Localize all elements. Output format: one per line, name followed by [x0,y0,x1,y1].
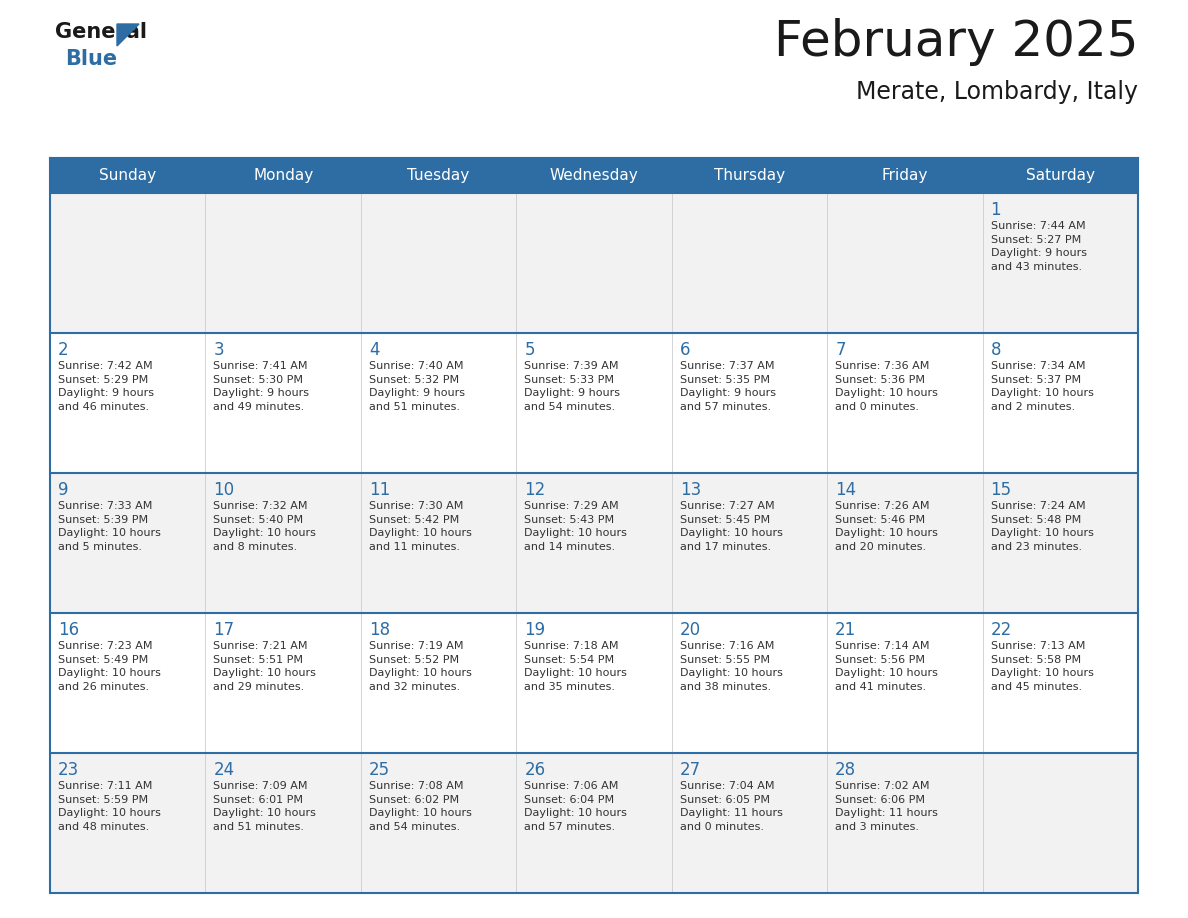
Text: Sunrise: 7:02 AM
Sunset: 6:06 PM
Daylight: 11 hours
and 3 minutes.: Sunrise: 7:02 AM Sunset: 6:06 PM Dayligh… [835,781,939,832]
Text: Sunrise: 7:36 AM
Sunset: 5:36 PM
Daylight: 10 hours
and 0 minutes.: Sunrise: 7:36 AM Sunset: 5:36 PM Dayligh… [835,361,939,412]
Text: Sunrise: 7:19 AM
Sunset: 5:52 PM
Daylight: 10 hours
and 32 minutes.: Sunrise: 7:19 AM Sunset: 5:52 PM Dayligh… [368,641,472,692]
Text: February 2025: February 2025 [773,18,1138,66]
Text: General: General [55,22,147,42]
Text: Sunrise: 7:16 AM
Sunset: 5:55 PM
Daylight: 10 hours
and 38 minutes.: Sunrise: 7:16 AM Sunset: 5:55 PM Dayligh… [680,641,783,692]
Text: Monday: Monday [253,168,314,183]
Text: 3: 3 [214,341,225,359]
Text: 11: 11 [368,481,390,499]
Text: 9: 9 [58,481,69,499]
Bar [50,333,1138,473]
Polygon shape [116,24,139,46]
Text: 27: 27 [680,761,701,779]
Text: Sunrise: 7:40 AM
Sunset: 5:32 PM
Daylight: 9 hours
and 51 minutes.: Sunrise: 7:40 AM Sunset: 5:32 PM Dayligh… [368,361,465,412]
Text: Sunrise: 7:26 AM
Sunset: 5:46 PM
Daylight: 10 hours
and 20 minutes.: Sunrise: 7:26 AM Sunset: 5:46 PM Dayligh… [835,501,939,552]
Text: 5: 5 [524,341,535,359]
Text: Sunrise: 7:11 AM
Sunset: 5:59 PM
Daylight: 10 hours
and 48 minutes.: Sunrise: 7:11 AM Sunset: 5:59 PM Dayligh… [58,781,160,832]
Text: Sunrise: 7:24 AM
Sunset: 5:48 PM
Daylight: 10 hours
and 23 minutes.: Sunrise: 7:24 AM Sunset: 5:48 PM Dayligh… [991,501,1093,552]
Text: Sunrise: 7:39 AM
Sunset: 5:33 PM
Daylight: 9 hours
and 54 minutes.: Sunrise: 7:39 AM Sunset: 5:33 PM Dayligh… [524,361,620,412]
Text: 12: 12 [524,481,545,499]
Text: Merate, Lombardy, Italy: Merate, Lombardy, Italy [857,80,1138,104]
Text: Sunrise: 7:42 AM
Sunset: 5:29 PM
Daylight: 9 hours
and 46 minutes.: Sunrise: 7:42 AM Sunset: 5:29 PM Dayligh… [58,361,154,412]
Text: Sunrise: 7:29 AM
Sunset: 5:43 PM
Daylight: 10 hours
and 14 minutes.: Sunrise: 7:29 AM Sunset: 5:43 PM Dayligh… [524,501,627,552]
Text: Blue: Blue [65,49,118,69]
Text: Sunrise: 7:34 AM
Sunset: 5:37 PM
Daylight: 10 hours
and 2 minutes.: Sunrise: 7:34 AM Sunset: 5:37 PM Dayligh… [991,361,1093,412]
Text: Sunrise: 7:33 AM
Sunset: 5:39 PM
Daylight: 10 hours
and 5 minutes.: Sunrise: 7:33 AM Sunset: 5:39 PM Dayligh… [58,501,160,552]
Text: 17: 17 [214,621,234,639]
Text: Sunrise: 7:30 AM
Sunset: 5:42 PM
Daylight: 10 hours
and 11 minutes.: Sunrise: 7:30 AM Sunset: 5:42 PM Dayligh… [368,501,472,552]
Text: Friday: Friday [881,168,928,183]
Text: 10: 10 [214,481,234,499]
Text: 13: 13 [680,481,701,499]
Text: 15: 15 [991,481,1012,499]
Bar [50,158,1138,193]
Text: 14: 14 [835,481,857,499]
Text: 25: 25 [368,761,390,779]
Bar [50,193,1138,333]
Text: Wednesday: Wednesday [550,168,638,183]
Text: Sunrise: 7:37 AM
Sunset: 5:35 PM
Daylight: 9 hours
and 57 minutes.: Sunrise: 7:37 AM Sunset: 5:35 PM Dayligh… [680,361,776,412]
Text: Sunrise: 7:04 AM
Sunset: 6:05 PM
Daylight: 11 hours
and 0 minutes.: Sunrise: 7:04 AM Sunset: 6:05 PM Dayligh… [680,781,783,832]
Text: 18: 18 [368,621,390,639]
Text: Sunrise: 7:27 AM
Sunset: 5:45 PM
Daylight: 10 hours
and 17 minutes.: Sunrise: 7:27 AM Sunset: 5:45 PM Dayligh… [680,501,783,552]
Text: Sunrise: 7:44 AM
Sunset: 5:27 PM
Daylight: 9 hours
and 43 minutes.: Sunrise: 7:44 AM Sunset: 5:27 PM Dayligh… [991,221,1087,272]
Text: 1: 1 [991,201,1001,219]
Text: 28: 28 [835,761,857,779]
Text: Sunrise: 7:14 AM
Sunset: 5:56 PM
Daylight: 10 hours
and 41 minutes.: Sunrise: 7:14 AM Sunset: 5:56 PM Dayligh… [835,641,939,692]
Text: Saturday: Saturday [1025,168,1095,183]
Text: 16: 16 [58,621,80,639]
Text: 24: 24 [214,761,234,779]
Text: Tuesday: Tuesday [407,168,469,183]
Text: 7: 7 [835,341,846,359]
Bar [50,473,1138,613]
Bar [50,753,1138,893]
Text: 23: 23 [58,761,80,779]
Text: Sunrise: 7:13 AM
Sunset: 5:58 PM
Daylight: 10 hours
and 45 minutes.: Sunrise: 7:13 AM Sunset: 5:58 PM Dayligh… [991,641,1093,692]
Bar [50,613,1138,753]
Text: 6: 6 [680,341,690,359]
Text: Sunrise: 7:06 AM
Sunset: 6:04 PM
Daylight: 10 hours
and 57 minutes.: Sunrise: 7:06 AM Sunset: 6:04 PM Dayligh… [524,781,627,832]
Text: Sunrise: 7:41 AM
Sunset: 5:30 PM
Daylight: 9 hours
and 49 minutes.: Sunrise: 7:41 AM Sunset: 5:30 PM Dayligh… [214,361,309,412]
Text: Sunrise: 7:21 AM
Sunset: 5:51 PM
Daylight: 10 hours
and 29 minutes.: Sunrise: 7:21 AM Sunset: 5:51 PM Dayligh… [214,641,316,692]
Text: Sunday: Sunday [99,168,157,183]
Text: 4: 4 [368,341,379,359]
Text: 8: 8 [991,341,1001,359]
Text: Sunrise: 7:18 AM
Sunset: 5:54 PM
Daylight: 10 hours
and 35 minutes.: Sunrise: 7:18 AM Sunset: 5:54 PM Dayligh… [524,641,627,692]
Text: Sunrise: 7:09 AM
Sunset: 6:01 PM
Daylight: 10 hours
and 51 minutes.: Sunrise: 7:09 AM Sunset: 6:01 PM Dayligh… [214,781,316,832]
Text: 21: 21 [835,621,857,639]
Text: Sunrise: 7:23 AM
Sunset: 5:49 PM
Daylight: 10 hours
and 26 minutes.: Sunrise: 7:23 AM Sunset: 5:49 PM Dayligh… [58,641,160,692]
Text: Sunrise: 7:32 AM
Sunset: 5:40 PM
Daylight: 10 hours
and 8 minutes.: Sunrise: 7:32 AM Sunset: 5:40 PM Dayligh… [214,501,316,552]
Text: Sunrise: 7:08 AM
Sunset: 6:02 PM
Daylight: 10 hours
and 54 minutes.: Sunrise: 7:08 AM Sunset: 6:02 PM Dayligh… [368,781,472,832]
Text: 19: 19 [524,621,545,639]
Text: 26: 26 [524,761,545,779]
Text: 2: 2 [58,341,69,359]
Text: 20: 20 [680,621,701,639]
Text: 22: 22 [991,621,1012,639]
Text: Thursday: Thursday [714,168,785,183]
